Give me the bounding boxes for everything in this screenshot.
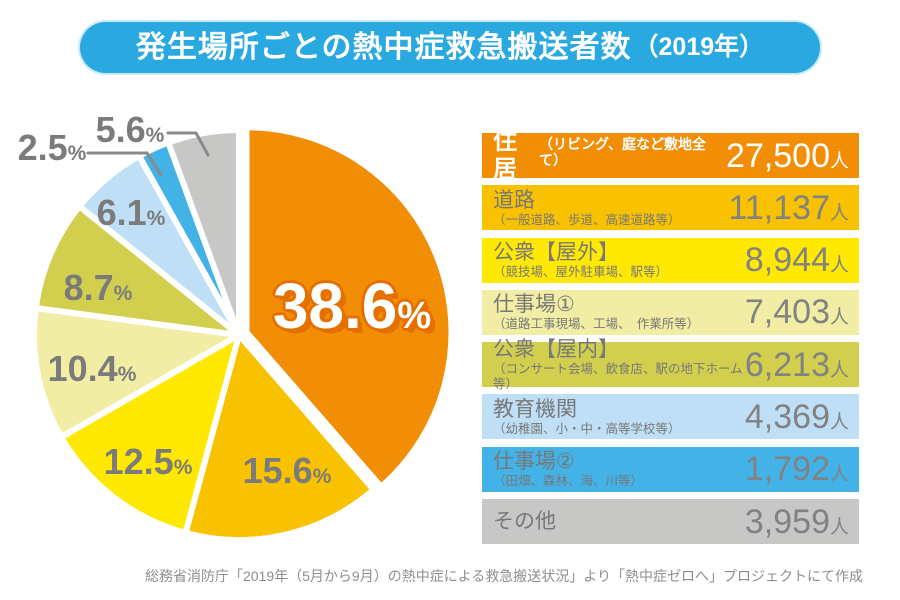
legend-value-unit: 人 bbox=[829, 202, 849, 224]
legend-label-main: 教育機関 bbox=[493, 397, 577, 421]
legend-row-education: 教育機関 （幼稚園、小・中・高等学校等） 4,369人 bbox=[482, 394, 859, 440]
legend-label: 仕事場② （田畑、森林、海、川等） bbox=[493, 450, 643, 489]
source-note: 総務省消防庁「2019年（5月から9月）の熱中症による救急搬送状況」より「熱中症… bbox=[144, 568, 863, 584]
legend-value-number: 11,137 bbox=[728, 188, 830, 227]
pie-chart bbox=[31, 124, 455, 543]
pie-slice-workplace-1 bbox=[31, 305, 242, 441]
legend-value-number: 1,792 bbox=[744, 450, 830, 489]
legend-label-main: 住居 bbox=[493, 127, 517, 183]
legend-value-number: 4,369 bbox=[744, 397, 830, 436]
leader-line-workplace-2 bbox=[86, 151, 163, 177]
legend-value: 6,213人 bbox=[745, 348, 849, 382]
legend-row-workplace-1: 仕事場① （道路工事現場、工場、 作業所等） 7,403人 bbox=[482, 289, 859, 335]
legend-value: 11,137人 bbox=[729, 191, 849, 225]
legend-label: 道路 （一般道路、歩道、高速道路等） bbox=[493, 189, 681, 228]
legend-label-main: 仕事場② bbox=[493, 450, 575, 474]
legend-row-public-indoor: 公衆【屋内】 （コンサート会場、飲食店、駅の地下ホーム等） 6,213人 bbox=[482, 338, 859, 391]
legend-label-main: 道路 bbox=[493, 188, 535, 212]
legend-value: 1,792人 bbox=[745, 452, 849, 486]
legend-value: 8,944人 bbox=[745, 243, 849, 277]
legend-label: 仕事場① （道路工事現場、工場、 作業所等） bbox=[493, 293, 699, 332]
legend-value-unit: 人 bbox=[829, 255, 849, 277]
pie-slice-public-outdoor bbox=[58, 332, 242, 536]
leader-line-other bbox=[166, 131, 210, 157]
legend-label-sub: （一般道路、歩道、高速道路等） bbox=[493, 212, 681, 227]
legend-row-other: その他 3,959人 bbox=[482, 499, 859, 545]
legend-row-residence: 住居 （リビング、庭など敷地全て） 27,500人 bbox=[482, 128, 859, 183]
legend-label-sub: （田畑、森林、海、川等） bbox=[493, 474, 644, 489]
pie-slice-residence bbox=[243, 124, 455, 490]
legend-row-public-outdoor: 公衆【屋外】 （競技場、屋外駐車場、駅等） 8,944人 bbox=[482, 237, 859, 283]
pie-slice-other bbox=[165, 127, 242, 338]
legend-label: 教育機関 （幼稚園、小・中・高等学校等） bbox=[493, 398, 681, 437]
legend-value: 7,403人 bbox=[745, 295, 849, 329]
pie-slice-road bbox=[182, 332, 377, 543]
legend-value-number: 27,500 bbox=[725, 136, 830, 175]
legend-value: 4,369人 bbox=[745, 400, 849, 434]
legend-label-sub: （コンサート会場、飲食店、駅の地下ホーム等） bbox=[493, 362, 743, 391]
legend-value-unit: 人 bbox=[829, 516, 849, 538]
legend-label: その他 bbox=[493, 510, 556, 534]
legend-value-number: 6,213 bbox=[744, 345, 830, 384]
legend-value: 3,959人 bbox=[745, 505, 849, 539]
legend-label-sub: （幼稚園、小・中・高等学校等） bbox=[493, 421, 681, 436]
legend-label-main: 仕事場① bbox=[493, 293, 575, 317]
legend-row-road: 道路 （一般道路、歩道、高速道路等） 11,137人 bbox=[482, 185, 859, 231]
legend-value-unit: 人 bbox=[829, 464, 849, 486]
legend-label-main: 公衆【屋内】 bbox=[493, 338, 619, 362]
page-title-year: （2019年） bbox=[633, 33, 765, 61]
pie-slice-public-indoor bbox=[32, 203, 242, 338]
legend-label-sub: （道路工事現場、工場、 作業所等） bbox=[493, 317, 700, 332]
legend-label: 公衆【屋内】 （コンサート会場、飲食店、駅の地下ホーム等） bbox=[493, 338, 745, 391]
legend-label: 公衆【屋外】 （競技場、屋外駐車場、駅等） bbox=[493, 241, 668, 280]
legend-value-number: 7,403 bbox=[744, 293, 830, 332]
legend-value-number: 3,959 bbox=[744, 502, 830, 541]
legend-value-unit: 人 bbox=[829, 411, 849, 433]
legend-label-main: その他 bbox=[493, 509, 556, 533]
legend-value: 27,500人 bbox=[726, 139, 849, 173]
legend-value-unit: 人 bbox=[829, 150, 849, 172]
legend-table: 住居 （リビング、庭など敷地全て） 27,500人 道路 （一般道路、歩道、高速道路等）… bbox=[482, 128, 859, 545]
legend-value-unit: 人 bbox=[829, 359, 849, 381]
legend-value-number: 8,944 bbox=[744, 241, 830, 280]
title-banner: 発生場所ごとの熱中症救急搬送者数 （2019年） bbox=[80, 22, 820, 73]
legend-row-workplace-2: 仕事場② （田畑、森林、海、川等） 1,792人 bbox=[482, 446, 859, 492]
legend-label: 住居 （リビング、庭など敷地全て） bbox=[493, 128, 726, 183]
legend-label-sub: （リビング、庭など敷地全て） bbox=[539, 135, 707, 168]
page-title: 発生場所ごとの熱中症救急搬送者数 bbox=[135, 30, 632, 64]
legend-value-unit: 人 bbox=[829, 307, 849, 329]
legend-label-sub: （競技場、屋外駐車場、駅等） bbox=[493, 264, 669, 279]
legend-label-main: 公衆【屋外】 bbox=[493, 240, 619, 264]
